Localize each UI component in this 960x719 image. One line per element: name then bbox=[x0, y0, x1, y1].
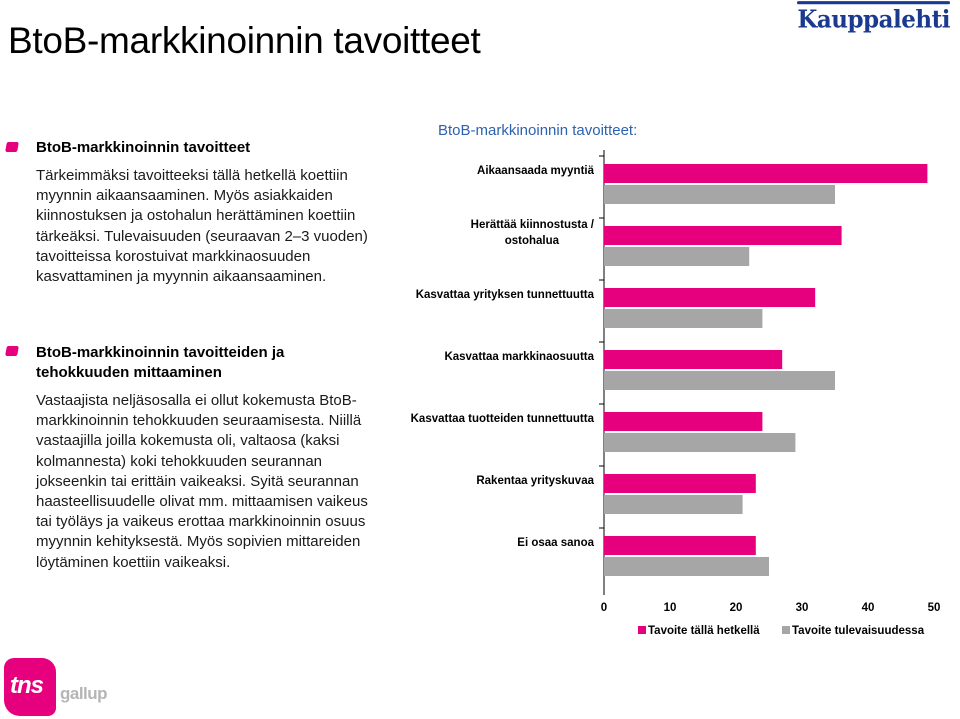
bullet-icon bbox=[5, 142, 19, 152]
bar-future bbox=[604, 247, 750, 266]
section-heading-measurement: BtoB-markkinoinnin tavoitteiden ja tehok… bbox=[36, 344, 285, 381]
bar-current bbox=[604, 288, 816, 307]
kauppalehti-logo: Kauppalehti bbox=[797, 1, 950, 34]
x-tick-label: 10 bbox=[664, 602, 677, 614]
bullet-icon bbox=[5, 346, 19, 356]
category-label: Herättää kiinnostusta / ostohalua bbox=[471, 219, 595, 247]
legend-swatch-future bbox=[782, 626, 790, 634]
legend-swatch-current bbox=[638, 626, 646, 634]
legend-label: Tavoite tulevaisuudessa bbox=[792, 625, 925, 637]
bar-current bbox=[604, 350, 783, 369]
kauppalehti-logo-text: Kauppalehti bbox=[797, 5, 950, 34]
page-title: BtoB-markkinoinnin tavoitteet bbox=[8, 20, 481, 61]
bar-current bbox=[604, 412, 763, 431]
x-tick-label: 0 bbox=[601, 602, 607, 614]
bar-future bbox=[604, 495, 743, 514]
category-label: Aikaansaada myyntiä bbox=[477, 165, 595, 177]
chart-title: BtoB-markkinoinnin tavoitteet: bbox=[438, 122, 638, 139]
bar-current bbox=[604, 164, 928, 183]
category-label: Rakentaa yrityskuvaa bbox=[476, 475, 594, 487]
x-tick-label: 40 bbox=[862, 602, 875, 614]
bar-current bbox=[604, 226, 842, 245]
x-tick-label: 30 bbox=[796, 602, 809, 614]
bar-future bbox=[604, 433, 796, 452]
legend-label: Tavoite tällä hetkellä bbox=[648, 625, 760, 637]
bar-current bbox=[604, 536, 756, 555]
bar-chart: Aikaansaada myyntiä Herättää kiinnostusta… bbox=[411, 150, 941, 637]
gallup-logo-text: gallup bbox=[60, 684, 108, 703]
bar-future bbox=[604, 557, 769, 576]
section-body-measurement: Vastaajista neljäsosalla ei ollut kokemu… bbox=[36, 392, 368, 571]
tns-logo-text: tns bbox=[10, 672, 44, 699]
bar-future bbox=[604, 185, 835, 204]
bar-future bbox=[604, 309, 763, 328]
category-label: Kasvattaa yrityksen tunnettuutta bbox=[416, 289, 595, 301]
category-label: Ei osaa sanoa bbox=[517, 537, 594, 549]
bar-future bbox=[604, 371, 835, 390]
category-label: Kasvattaa markkinaosuutta bbox=[444, 351, 594, 363]
tns-logo-badge bbox=[4, 658, 56, 716]
logo-wave-decoration bbox=[797, 1, 950, 5]
category-label: Kasvattaa tuotteiden tunnettuutta bbox=[411, 413, 595, 425]
section-body-goals: Tärkeimmäksi tavoitteeksi tällä hetkellä… bbox=[36, 167, 368, 286]
x-tick-label: 50 bbox=[928, 602, 941, 614]
section-heading-goals: BtoB-markkinoinnin tavoitteet bbox=[36, 139, 251, 156]
x-tick-label: 20 bbox=[730, 602, 743, 614]
bar-current bbox=[604, 474, 756, 493]
